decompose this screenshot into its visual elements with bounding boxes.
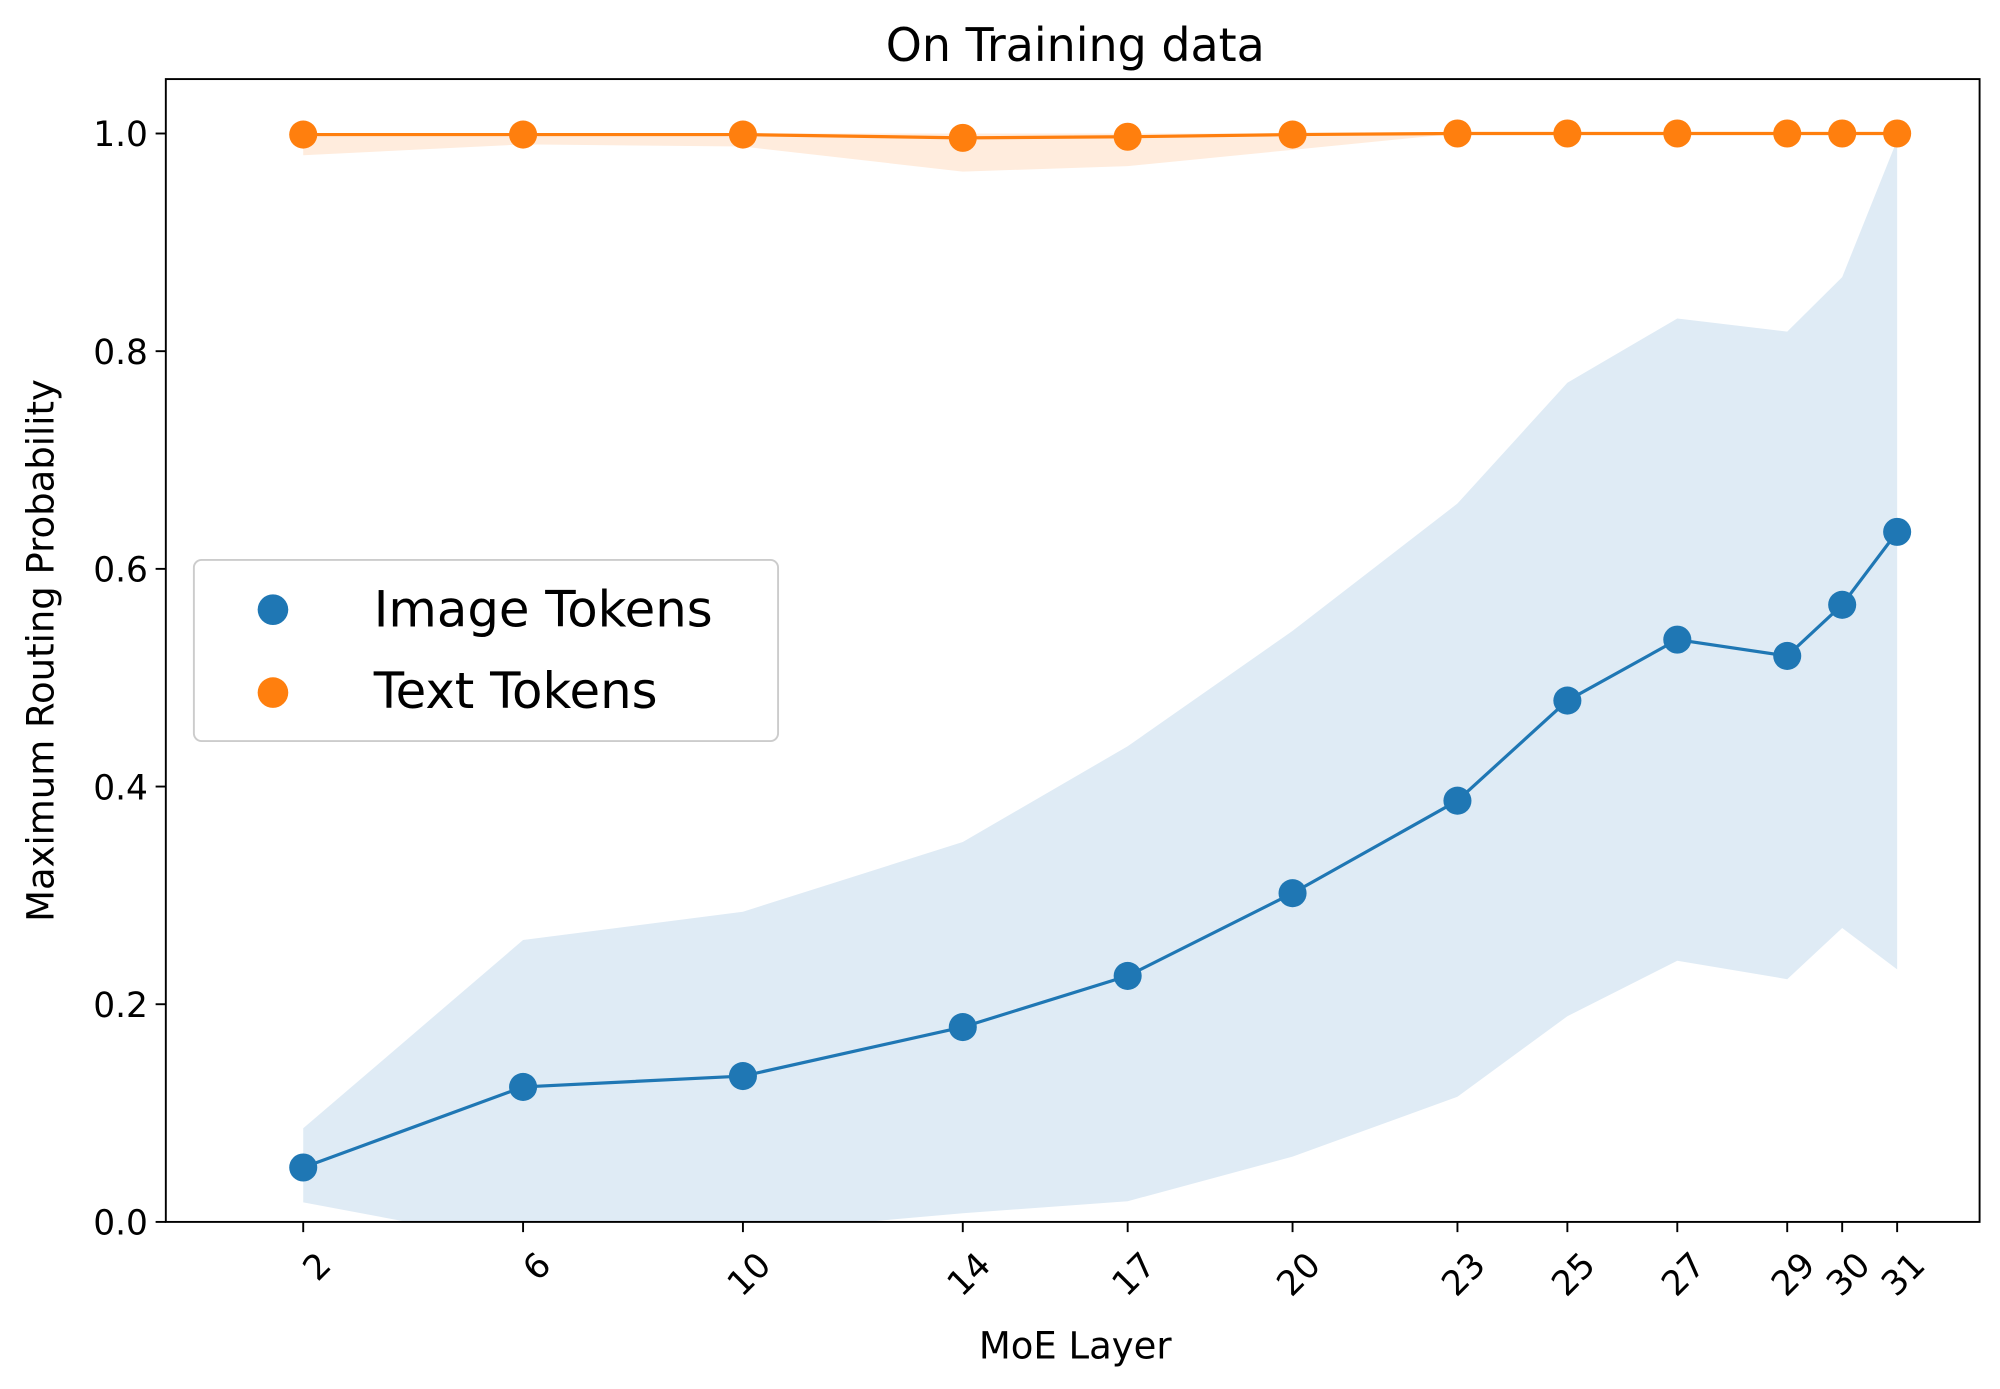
point-image [1278, 879, 1307, 908]
x-tick-label: 27 [1654, 1245, 1713, 1304]
point-image [728, 1062, 757, 1091]
chart-title: On Training data [886, 18, 1265, 72]
legend-marker-text [257, 677, 289, 708]
point-image [948, 1013, 977, 1042]
point-image [1443, 786, 1472, 815]
x-tick-label: 17 [1105, 1245, 1164, 1304]
y-tick-label: 0.6 [93, 551, 148, 591]
point-image [1113, 961, 1142, 990]
x-tick-label: 23 [1434, 1245, 1493, 1304]
y-tick-label: 0.8 [93, 333, 148, 373]
x-tick-label: 20 [1269, 1245, 1328, 1304]
point-text [1553, 119, 1582, 148]
point-text [728, 120, 757, 149]
y-tick-label: 0.2 [93, 986, 148, 1026]
point-text [948, 123, 977, 152]
legend-label-image: Image Tokens [374, 580, 713, 638]
x-tick-label: 30 [1819, 1245, 1878, 1304]
point-image [1828, 590, 1857, 619]
legend-frame [192, 558, 780, 743]
x-tick-label: 31 [1874, 1245, 1933, 1304]
legend-label-text: Text Tokens [373, 662, 658, 720]
y-tick-label: 0.4 [93, 768, 148, 808]
point-image [1553, 686, 1582, 715]
y-axis-label: Maximum Routing Probability [20, 379, 63, 922]
x-tick-label: 29 [1764, 1245, 1823, 1304]
y-tick-label: 1.0 [93, 115, 148, 155]
x-tick-label: 2 [296, 1245, 340, 1289]
point-text [1773, 119, 1802, 148]
point-text [1113, 122, 1142, 151]
x-axis-label: MoE Layer [979, 1324, 1172, 1367]
plot-frame [164, 78, 1981, 1223]
point-text [1828, 119, 1857, 148]
legend-marker-image [257, 594, 289, 625]
point-image [509, 1072, 538, 1101]
y-tick-label: 0.0 [93, 1204, 148, 1244]
point-text [1278, 120, 1307, 149]
x-tick-label: 6 [515, 1245, 559, 1289]
band-text [303, 133, 1898, 172]
point-text [1443, 119, 1472, 148]
point-text [1883, 119, 1912, 148]
x-tick-label: 10 [720, 1245, 779, 1304]
point-image [1883, 517, 1912, 546]
point-image [289, 1153, 318, 1182]
point-text [1663, 119, 1692, 148]
point-text [509, 120, 538, 149]
legend: Image Tokens Text Tokens [192, 558, 780, 743]
point-text [289, 120, 318, 149]
x-tick-label: 25 [1544, 1245, 1603, 1304]
point-image [1663, 625, 1692, 654]
point-image [1773, 641, 1802, 670]
band-image [303, 140, 1898, 1222]
x-tick-label: 14 [940, 1245, 999, 1304]
